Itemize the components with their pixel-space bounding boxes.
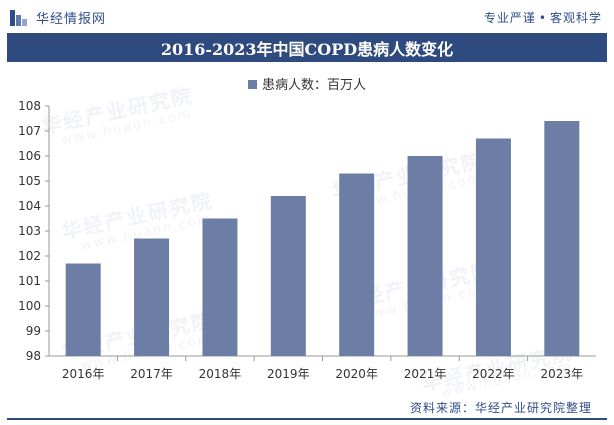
title-bar: 2016-2023年中国COPD患病人数变化: [7, 33, 607, 62]
legend: 患病人数：百万人: [0, 74, 614, 93]
y-tick-label: 106: [18, 149, 41, 163]
bar: [65, 263, 101, 356]
bar: [134, 238, 170, 356]
x-tick-label: 2016年: [62, 367, 105, 381]
x-tick-label: 2017年: [130, 367, 173, 381]
y-tick-label: 107: [18, 124, 41, 138]
legend-label: 患病人数：百万人: [261, 78, 366, 93]
bar: [202, 218, 238, 356]
bar: [270, 196, 306, 356]
source-note: 资料来源：华经产业研究院整理: [409, 401, 592, 415]
tagline: 专业严谨 • 客观科学: [484, 9, 602, 26]
y-tick-label: 99: [26, 324, 41, 338]
brand: 华经情报网: [10, 8, 106, 27]
logo-icon: [10, 9, 28, 26]
y-tick-label: 102: [18, 249, 41, 263]
tagline-right: 客观科学: [549, 11, 602, 25]
brand-name: 华经情报网: [36, 12, 107, 27]
x-tick-label: 2021年: [404, 367, 447, 381]
y-tick-label: 101: [18, 274, 41, 288]
x-tick-label: 2023年: [541, 367, 584, 381]
x-tick-label: 2018年: [199, 367, 242, 381]
top-bar: 华经情报网 专业严谨 • 客观科学: [0, 0, 614, 32]
bar: [339, 173, 375, 356]
y-tick-label: 98: [26, 349, 41, 363]
y-tick-label: 104: [18, 199, 41, 213]
x-tick-label: 2019年: [267, 367, 310, 381]
legend-swatch: [247, 80, 257, 89]
y-tick-label: 108: [18, 99, 41, 113]
y-tick-label: 105: [18, 174, 41, 188]
bar: [407, 156, 443, 356]
y-tick-label: 103: [18, 224, 41, 238]
bar: [544, 121, 580, 356]
tagline-left: 专业严谨: [483, 11, 536, 25]
x-tick-label: 2020年: [335, 367, 378, 381]
bullet-icon: •: [538, 11, 547, 25]
chart-title: 2016-2023年中国COPD患病人数变化: [160, 39, 454, 59]
bottom-rule: [7, 418, 607, 420]
bar: [475, 138, 511, 356]
y-tick-label: 100: [18, 299, 41, 313]
x-tick-label: 2022年: [472, 367, 515, 381]
